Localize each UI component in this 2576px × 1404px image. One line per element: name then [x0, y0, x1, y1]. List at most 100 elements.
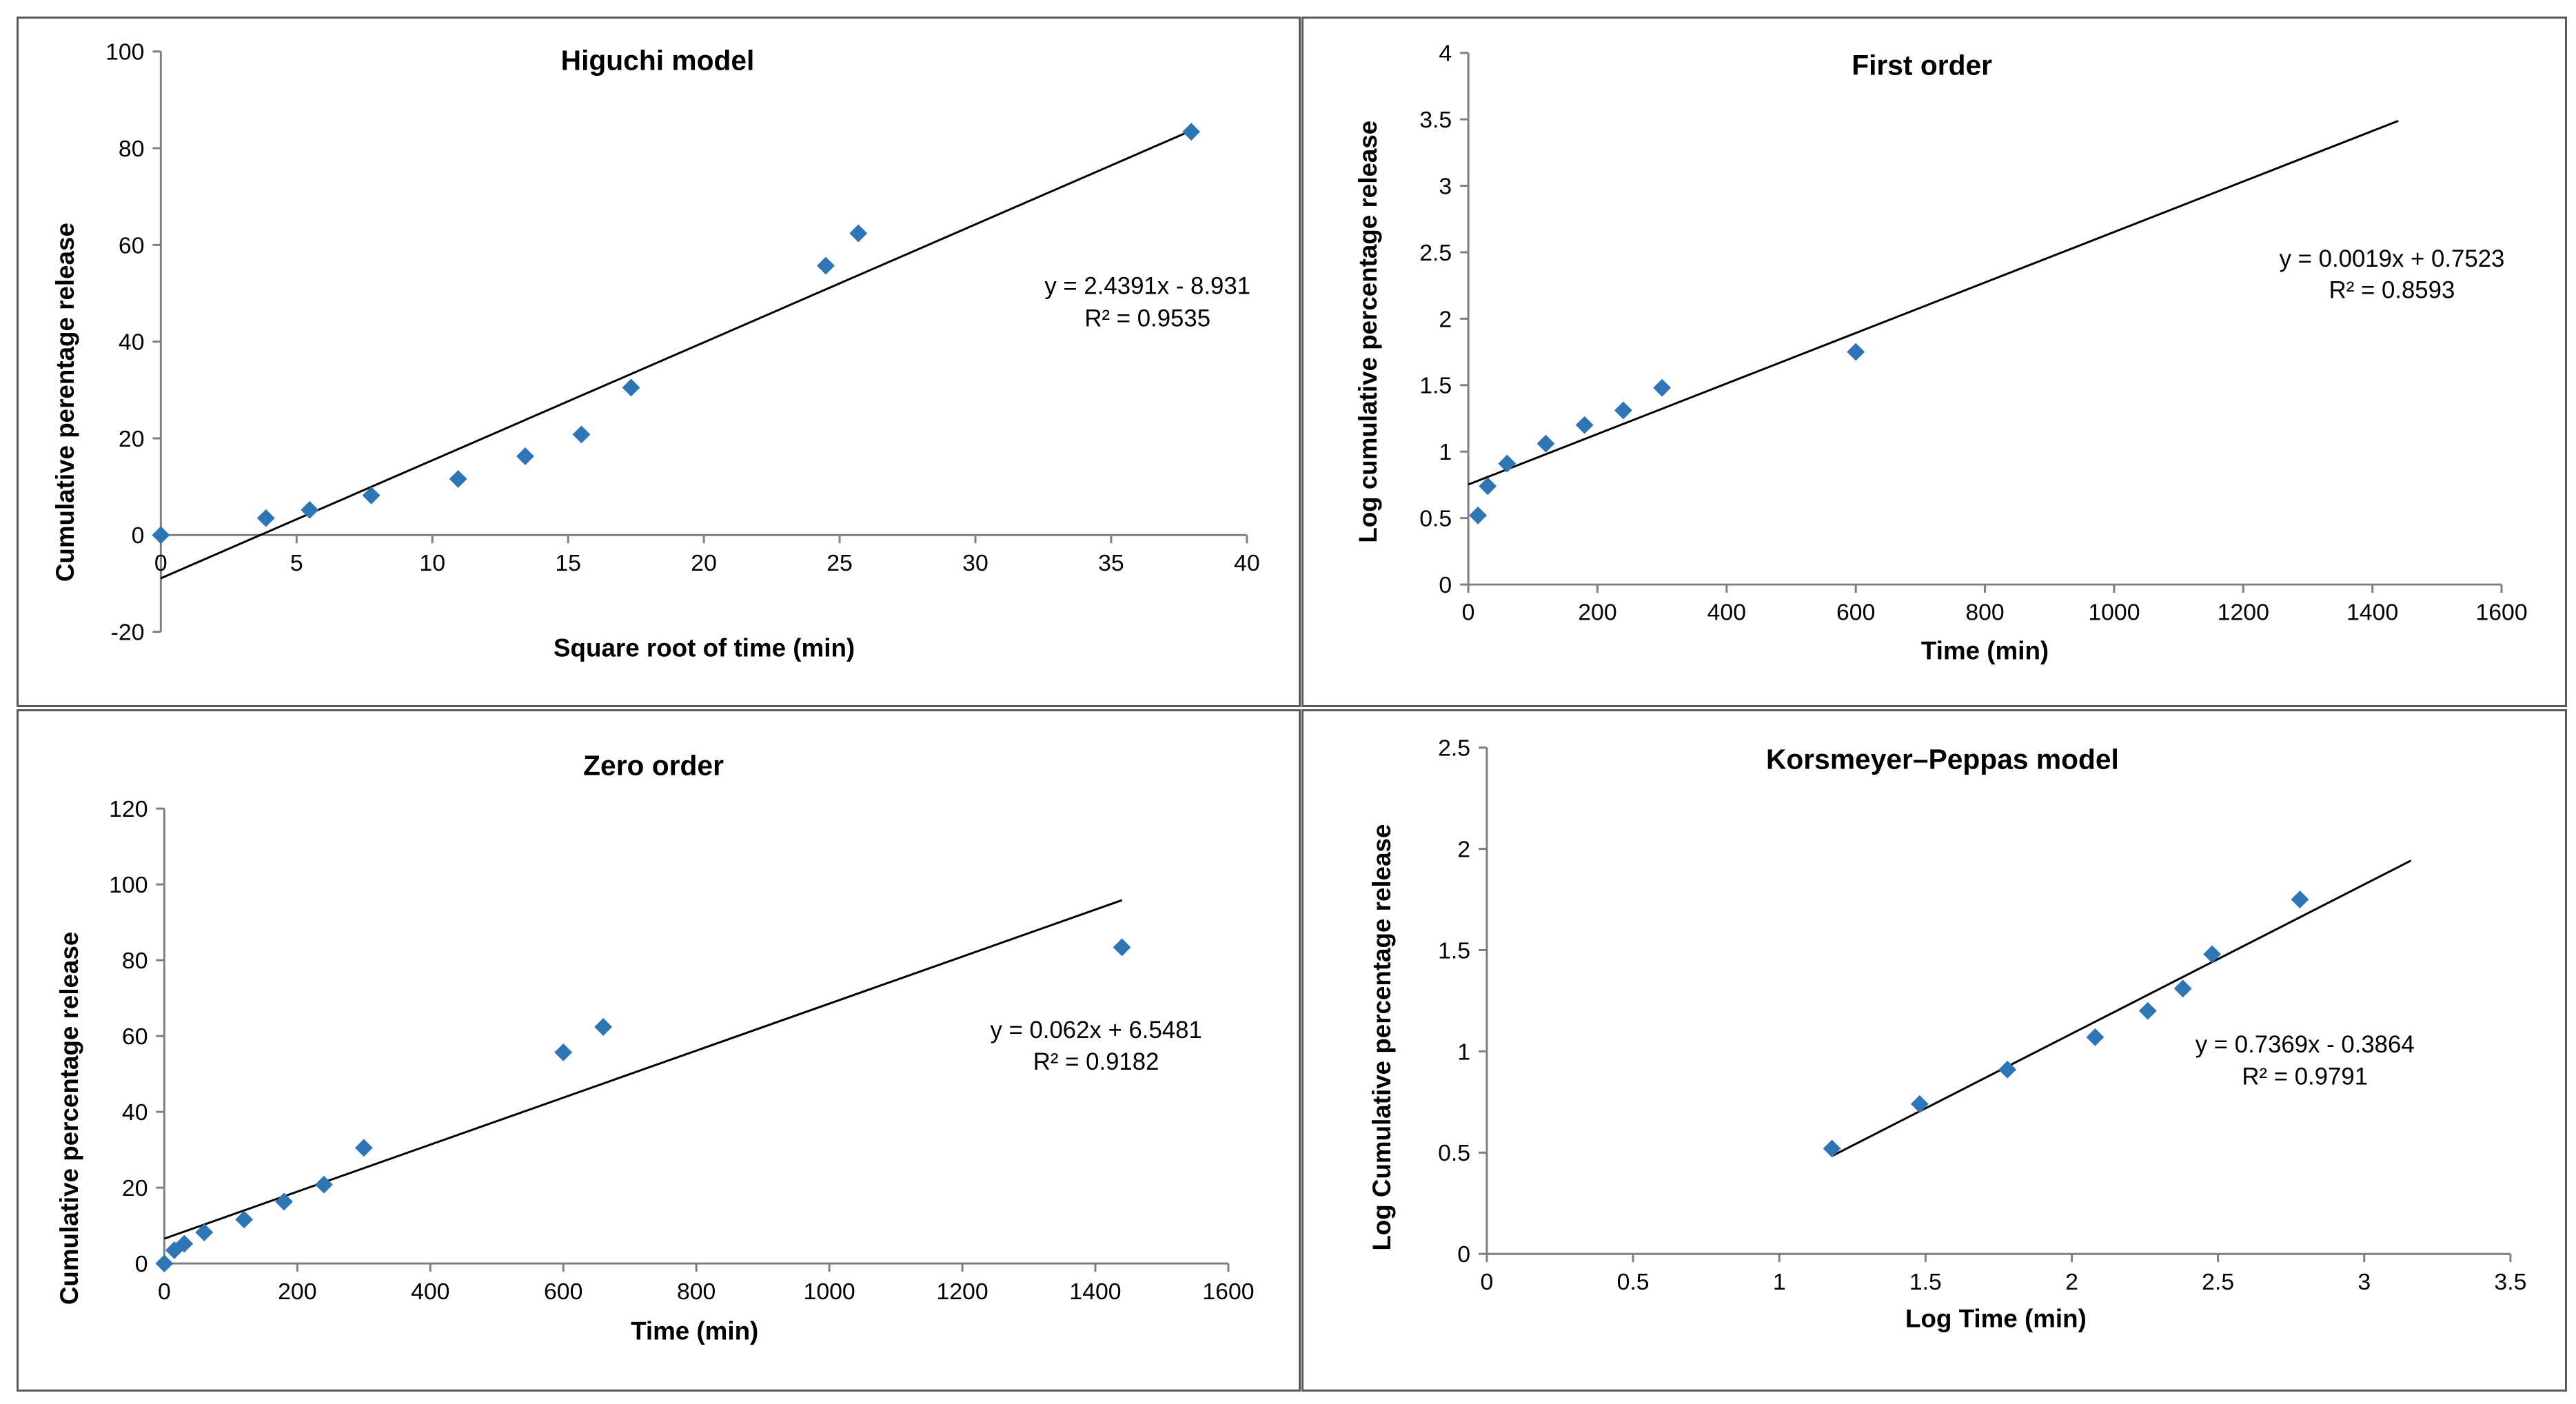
- data-point: [622, 378, 640, 397]
- x-tick-label: 15: [555, 550, 581, 576]
- x-tick-label: 3: [2357, 1269, 2371, 1295]
- trendline: [1468, 119, 2399, 486]
- y-tick-label: 80: [122, 948, 148, 974]
- y-tick-label: 120: [109, 796, 148, 822]
- r-squared-label: R² = 0.9791: [2242, 1064, 2368, 1090]
- data-point: [275, 1192, 293, 1211]
- y-tick-label: 20: [119, 426, 145, 452]
- trendline: [1831, 859, 2412, 1157]
- y-axis-title: Log Cumulative percentage release: [1368, 824, 1396, 1251]
- data-point: [1847, 343, 1865, 361]
- trendline-equation: y = 0.0019x + 0.7523: [2280, 246, 2505, 272]
- trendline: [160, 130, 1192, 580]
- x-tick-label: 20: [691, 550, 717, 576]
- r-squared-label: R² = 0.9535: [1084, 305, 1210, 332]
- data-point: [256, 509, 275, 527]
- y-tick-label: 1.5: [1438, 937, 1470, 964]
- data-point: [1614, 401, 1632, 420]
- y-tick-label: 60: [119, 232, 145, 258]
- data-point: [1537, 434, 1555, 453]
- data-point: [314, 1175, 333, 1194]
- x-tick-label: 800: [677, 1279, 716, 1305]
- axes: 0 0.5 1 1.5 2 2.5 0 0.5 1 1.5 2 2.5 3 3.5: [1438, 735, 2526, 1295]
- data-point: [572, 425, 591, 444]
- data-point: [1113, 938, 1131, 957]
- x-tick-label: 0: [1481, 1269, 1494, 1295]
- y-tick-label: 1: [1457, 1039, 1470, 1065]
- x-tick-label: 0.5: [1617, 1269, 1650, 1295]
- y-tick-label: 0: [1439, 572, 1452, 598]
- trendline-equation: y = 0.7369x - 0.3864: [2195, 1032, 2415, 1058]
- x-tick-label: 200: [278, 1279, 316, 1305]
- y-tick-label: 0: [135, 1251, 148, 1277]
- data-point: [2203, 945, 2222, 964]
- y-tick-label: 0.5: [1438, 1140, 1470, 1166]
- data-point: [817, 256, 835, 275]
- y-tick-label: 100: [109, 872, 148, 898]
- x-tick-label: 25: [826, 550, 853, 576]
- chart-title: First order: [1852, 50, 1992, 81]
- x-tick-label: 5: [290, 550, 303, 576]
- data-point: [2138, 1001, 2157, 1020]
- first-order-chart-panel: First order Time (min) Log cumulative pe…: [1301, 17, 2567, 707]
- x-tick-label: 1400: [1069, 1279, 1121, 1305]
- zero-order-chart: Zero order Time (min) Cumulative percent…: [55, 749, 1254, 1345]
- y-tick-label: 100: [105, 39, 144, 65]
- data-points: [1469, 343, 1865, 525]
- axes: 0 0.5 1 1.5 2 2.5 3 3.5 4 0 200 400 600 800 1000 1200 14…: [1419, 41, 2527, 626]
- data-point: [1910, 1095, 1929, 1113]
- x-tick-label: 0: [1462, 600, 1475, 626]
- x-tick-label: 10: [419, 550, 445, 576]
- y-tick-label: 80: [119, 136, 145, 162]
- y-tick-label: 0.5: [1419, 506, 1452, 532]
- x-tick-label: 40: [1234, 550, 1260, 576]
- x-tick-label: 600: [1836, 600, 1875, 626]
- x-tick-label: 3.5: [2494, 1269, 2526, 1295]
- x-tick-label: 400: [1707, 600, 1746, 626]
- x-tick-label: 400: [411, 1279, 449, 1305]
- r-squared-label: R² = 0.8593: [2329, 278, 2455, 304]
- y-tick-label: 40: [119, 329, 145, 356]
- chart-title: Zero order: [583, 749, 724, 781]
- axes: -20 0 20 40 60 80 100 0 5 10 15 20 25 30 35 40: [105, 39, 1260, 646]
- x-tick-label: 1200: [2218, 600, 2269, 626]
- x-tick-label: 1000: [2088, 600, 2140, 626]
- data-point: [301, 500, 319, 519]
- data-point: [2173, 979, 2192, 998]
- data-point: [152, 526, 170, 545]
- y-tick-label: 2: [1457, 837, 1470, 863]
- y-tick-label: 3.5: [1419, 107, 1452, 133]
- chart-title: Higuchi model: [561, 45, 755, 77]
- data-point: [2291, 891, 2309, 908]
- x-tick-label: 30: [962, 550, 988, 576]
- trendline-equation: y = 0.062x + 6.5481: [990, 1017, 1201, 1044]
- higuchi-chart: Higuchi model Square root of time (min) …: [51, 39, 1260, 662]
- y-tick-label: 1.5: [1419, 373, 1452, 399]
- y-axis-title: Cumulative percentage release: [55, 932, 83, 1305]
- trendline: [163, 899, 1123, 1240]
- y-tick-label: 3: [1439, 173, 1452, 199]
- data-points: [155, 938, 1131, 1273]
- x-tick-label: 2: [2065, 1269, 2078, 1295]
- y-tick-label: 20: [122, 1175, 148, 1201]
- data-point: [2086, 1028, 2105, 1046]
- data-points: [1823, 891, 2309, 1158]
- data-point: [1182, 123, 1201, 141]
- data-point: [449, 470, 467, 488]
- y-axis-title: Cumulative perentage release: [51, 223, 79, 582]
- x-tick-label: 1200: [936, 1279, 988, 1305]
- x-tick-label: 0: [154, 550, 168, 576]
- x-tick-label: 2.5: [2202, 1269, 2234, 1295]
- data-points: [152, 123, 1201, 545]
- y-tick-label: 40: [122, 1099, 148, 1126]
- x-tick-label: 1600: [2475, 600, 2527, 626]
- y-tick-label: 2: [1439, 306, 1452, 332]
- zero-order-chart-panel: Zero order Time (min) Cumulative percent…: [17, 709, 1301, 1392]
- data-point: [354, 1139, 373, 1157]
- y-tick-label: 1: [1439, 439, 1452, 465]
- data-point: [1653, 378, 1672, 397]
- x-tick-label: 35: [1098, 550, 1124, 576]
- trendline-equation: y = 2.4391x - 8.931: [1044, 274, 1250, 300]
- x-axis-title: Time (min): [1921, 636, 2049, 664]
